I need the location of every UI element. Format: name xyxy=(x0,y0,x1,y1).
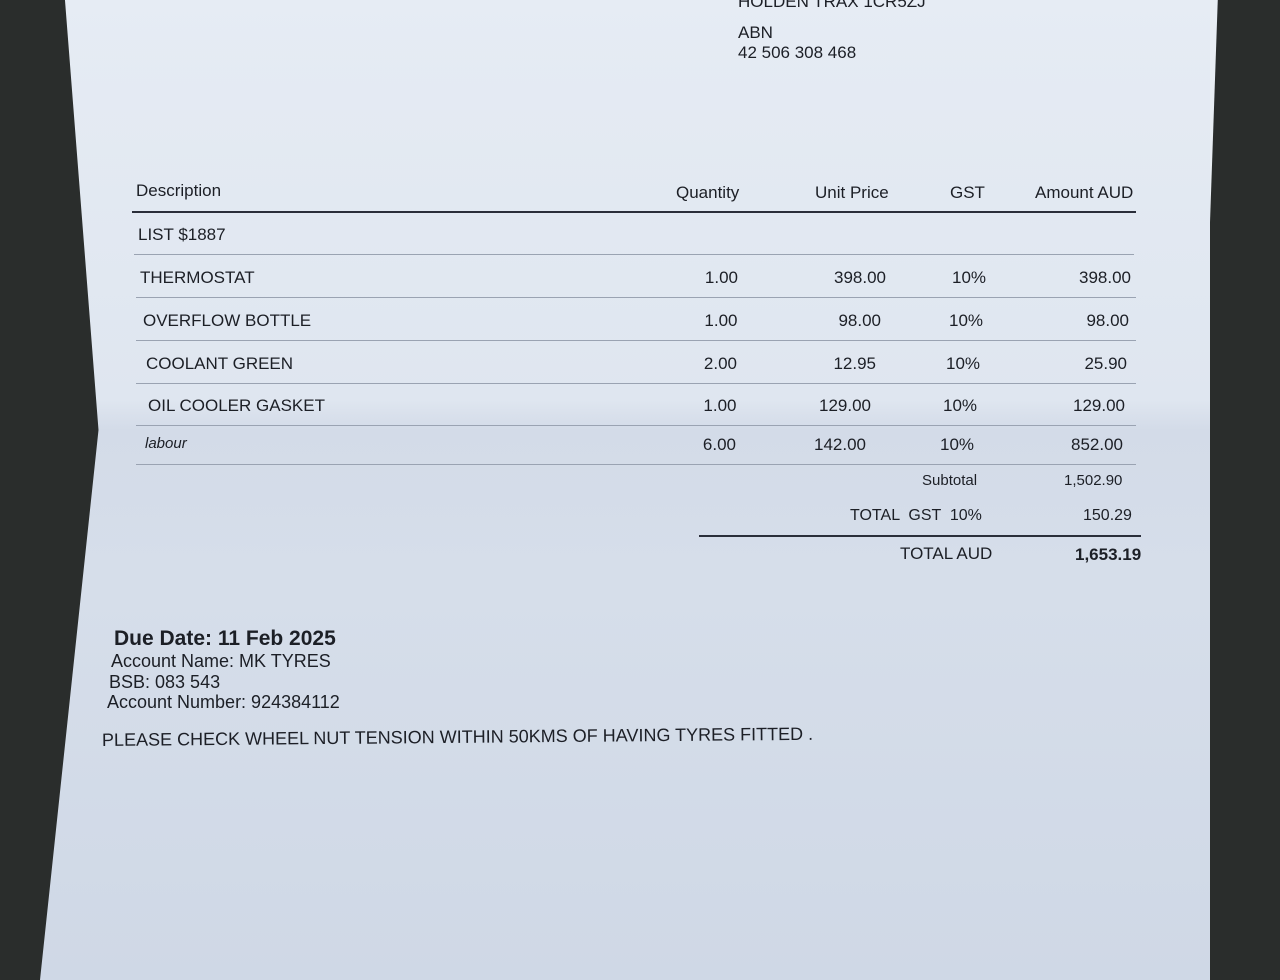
cell-description: OIL COOLER GASKET xyxy=(148,396,325,415)
row-divider xyxy=(136,425,1136,426)
invoice-paper xyxy=(40,0,1210,980)
col-quantity: Quantity xyxy=(676,183,740,202)
cell-quantity: 6.00 xyxy=(702,435,736,454)
col-unit-price: Unit Price xyxy=(815,183,889,202)
cell-gst: 10% xyxy=(949,311,984,330)
cell-quantity: 1.00 xyxy=(703,396,737,415)
cell-quantity: 1.00 xyxy=(704,311,738,330)
row-divider xyxy=(136,383,1136,384)
vehicle: HOLDEN TRAX 1CR5ZJ xyxy=(738,0,926,11)
subtotal-value: 1,502.90 xyxy=(1064,472,1123,489)
total-label: TOTAL AUD xyxy=(900,544,993,563)
cell-quantity: 2.00 xyxy=(703,354,737,373)
list-note: LIST $1887 xyxy=(138,225,226,244)
abn-label: ABN xyxy=(738,23,773,42)
cell-amount: 129.00 xyxy=(1073,396,1125,415)
cell-gst: 10% xyxy=(946,354,981,373)
header-rule xyxy=(132,211,1136,213)
cell-description: labour xyxy=(145,435,187,452)
cell-unit-price: 98.00 xyxy=(838,311,881,330)
col-gst: GST xyxy=(950,183,985,202)
account-number: Account Number: 924384112 xyxy=(107,692,340,712)
cell-unit-price: 142.00 xyxy=(814,435,866,454)
cell-unit-price: 12.95 xyxy=(833,354,876,373)
cell-gst: 10% xyxy=(940,435,975,454)
row-divider xyxy=(136,297,1136,298)
row-divider xyxy=(136,464,1136,465)
row-divider xyxy=(136,340,1136,341)
gst-label: TOTAL GST 10% xyxy=(850,507,982,524)
cell-gst: 10% xyxy=(943,396,978,415)
cell-description: COOLANT GREEN xyxy=(146,354,294,373)
bsb: BSB: 083 543 xyxy=(109,672,221,692)
cell-amount: 852.00 xyxy=(1071,435,1123,454)
total-rule xyxy=(699,535,1141,537)
col-amount: Amount AUD xyxy=(1035,183,1134,202)
cell-unit-price: 129.00 xyxy=(819,396,871,415)
cell-amount: 398.00 xyxy=(1079,268,1131,287)
cell-unit-price: 398.00 xyxy=(834,268,886,287)
cell-description: OVERFLOW BOTTLE xyxy=(143,311,312,330)
subtotal-label: Subtotal xyxy=(922,472,978,489)
cell-amount: 98.00 xyxy=(1086,311,1129,330)
cell-amount: 25.90 xyxy=(1084,354,1127,373)
col-description: Description xyxy=(136,181,222,200)
account-name: Account Name: MK TYRES xyxy=(111,651,331,671)
total-value: 1,653.19 xyxy=(1075,545,1142,564)
cell-description: THERMOSTAT xyxy=(140,268,255,287)
due-date: Due Date: 11 Feb 2025 xyxy=(114,627,336,650)
cell-gst: 10% xyxy=(952,268,987,287)
row-divider xyxy=(134,254,1134,255)
cell-quantity: 1.00 xyxy=(704,268,738,287)
gst-value: 150.29 xyxy=(1083,507,1132,524)
abn-value: 42 506 308 468 xyxy=(738,43,857,62)
